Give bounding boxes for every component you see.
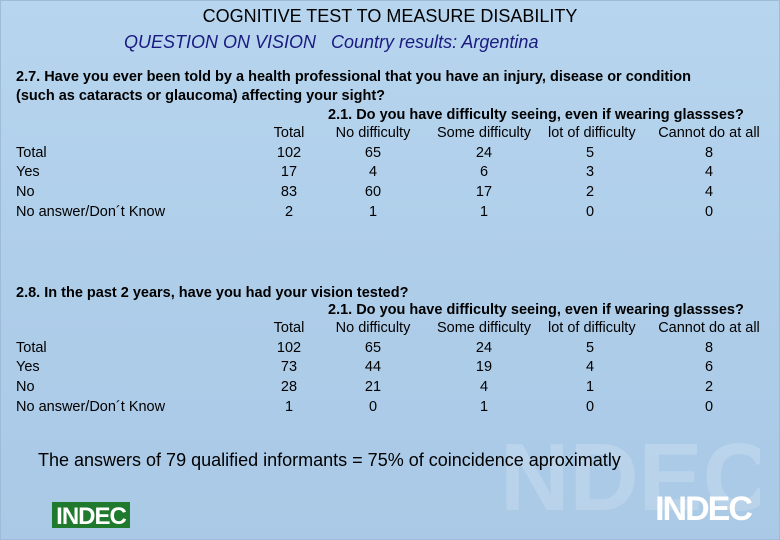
table-cell: 1 [284, 399, 294, 415]
table-cell: 21 [364, 379, 382, 395]
row-label: Yes [16, 164, 40, 180]
table-cell: 4 [704, 184, 714, 200]
table-cell: 4 [585, 359, 595, 375]
table-cell: 2 [585, 184, 595, 200]
header-cell: Some difficulty [436, 125, 532, 141]
table-cell: 44 [364, 359, 382, 375]
indec-logo-green: INDEC [52, 502, 130, 530]
row-label: No answer/Don´t Know [16, 399, 166, 415]
table-cell: 102 [276, 145, 302, 161]
footer-note: The answers of 79 qualified informants =… [38, 450, 621, 470]
svg-text:NDEC: NDEC [500, 430, 760, 530]
table-cell: 0 [585, 399, 595, 415]
indec-logo-white: INDEC [655, 490, 754, 524]
table-header-row: Total No difficulty Some difficulty lot … [0, 125, 780, 145]
header-cell: lot of difficulty [548, 320, 636, 336]
header-cell: Total [273, 320, 305, 336]
table-cell: 4 [704, 164, 714, 180]
table-cell: 24 [475, 340, 493, 356]
row-label: Yes [16, 359, 40, 375]
table-row: No answer/Don´t Know 1 0 1 0 0 [0, 399, 780, 419]
table-cell: 0 [585, 204, 595, 220]
table-row: No 83 60 17 2 4 [0, 184, 780, 204]
table-row: No answer/Don´t Know 2 1 1 0 0 [0, 204, 780, 224]
header-cell: Cannot do at all [658, 125, 760, 141]
table-cell: 0 [704, 399, 714, 415]
table-cell: 60 [364, 184, 382, 200]
table-cell: 0 [704, 204, 714, 220]
table-cell: 8 [704, 145, 714, 161]
table-cell: 3 [585, 164, 595, 180]
table-cell: 1 [479, 399, 489, 415]
slide-title: COGNITIVE TEST TO MEASURE DISABILITY [202, 6, 578, 26]
table-cell: 83 [280, 184, 298, 200]
table-cell: 65 [364, 145, 382, 161]
row-label: Total [16, 145, 47, 161]
table-cell: 2 [704, 379, 714, 395]
slide-subtitle: QUESTION ON VISION Country results: Arge… [124, 32, 539, 52]
indec-watermark-logo: NDEC [500, 430, 760, 530]
table-cell: 5 [585, 340, 595, 356]
logo-right-text: INDEC [655, 490, 752, 524]
table-cell: 1 [368, 204, 378, 220]
table-cell: 28 [280, 379, 298, 395]
table-cell: 6 [704, 359, 714, 375]
header-cell: Total [273, 125, 305, 141]
subquestion-2-1-a: 2.1. Do you have difficulty seeing, even… [328, 107, 744, 123]
table-cell: 102 [276, 340, 302, 356]
row-label: Total [16, 340, 47, 356]
question-2-7-line2: (such as cataracts or glaucoma) affectin… [16, 88, 386, 104]
table-cell: 17 [475, 184, 493, 200]
table-cell: 4 [368, 164, 378, 180]
question-2-7-line1: 2.7. Have you ever been told by a health… [16, 69, 691, 85]
question-2-7: 2.7. Have you ever been told by a health… [16, 68, 756, 106]
table-row: Total 102 65 24 5 8 [0, 340, 780, 360]
table-row: Yes 73 44 19 4 6 [0, 359, 780, 379]
row-label: No answer/Don´t Know [16, 204, 166, 220]
header-cell: lot of difficulty [548, 125, 636, 141]
table-cell: 1 [585, 379, 595, 395]
table-row: No 28 21 4 1 2 [0, 379, 780, 399]
table-row: Total 102 65 24 5 8 [0, 145, 780, 165]
table-cell: 65 [364, 340, 382, 356]
table-cell: 17 [280, 164, 298, 180]
row-label: No [16, 184, 35, 200]
table-cell: 8 [704, 340, 714, 356]
table-cell: 1 [479, 204, 489, 220]
table-row: Yes 17 4 6 3 4 [0, 164, 780, 184]
table-cell: 73 [280, 359, 298, 375]
question-2-8: 2.8. In the past 2 years, have you had y… [16, 285, 409, 301]
table-cell: 19 [475, 359, 493, 375]
table-cell: 2 [284, 204, 294, 220]
table-cell: 6 [479, 164, 489, 180]
subquestion-2-1-b: 2.1. Do you have difficulty seeing, even… [328, 302, 744, 318]
table-cell: 0 [368, 399, 378, 415]
row-label: No [16, 379, 35, 395]
header-cell: No difficulty [335, 320, 411, 336]
table-cell: 4 [479, 379, 489, 395]
header-cell: No difficulty [335, 125, 411, 141]
table-header-row: Total No difficulty Some difficulty lot … [0, 320, 780, 340]
header-cell: Cannot do at all [658, 320, 760, 336]
table-cell: 5 [585, 145, 595, 161]
table-cell: 24 [475, 145, 493, 161]
logo-left-text: INDEC [56, 503, 126, 530]
header-cell: Some difficulty [436, 320, 532, 336]
